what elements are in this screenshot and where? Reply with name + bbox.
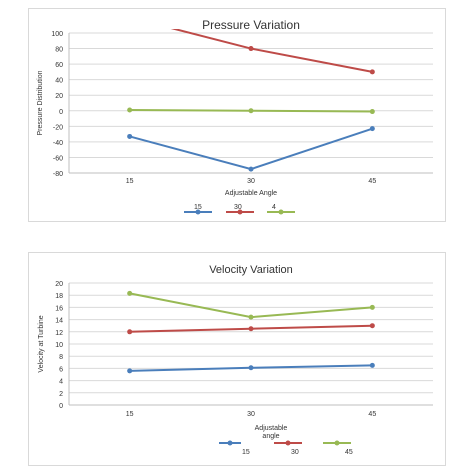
data-point: [369, 109, 375, 115]
y-tick-label: 80: [55, 47, 63, 54]
y-tick-label: -80: [53, 171, 63, 178]
y-axis-label: Pressure Distribution: [37, 70, 44, 135]
x-tick-label: 15: [126, 411, 134, 418]
series-group: [127, 15, 375, 172]
x-tick-label: 30: [247, 178, 255, 185]
y-tick-label: 40: [55, 78, 63, 85]
y-tick-label: 0: [59, 403, 63, 410]
series-line: [129, 127, 373, 171]
x-axis-label: Adjustable Angle: [225, 190, 277, 197]
data-point: [248, 108, 254, 114]
y-tick-label: 20: [55, 281, 63, 288]
legend-swatch-marker: [227, 440, 233, 446]
data-point: [369, 304, 375, 310]
legend-label: 15: [194, 204, 202, 211]
y-tick-label: 0: [59, 109, 63, 116]
chart-title: Velocity Variation: [209, 264, 293, 276]
legend-swatch-marker: [278, 209, 284, 215]
data-point: [369, 69, 375, 75]
y-tick-label: 12: [55, 330, 63, 337]
data-point: [369, 323, 375, 329]
x-tick-label: 45: [368, 178, 376, 185]
series-line: [129, 292, 373, 319]
x-tick-label: 30: [247, 411, 255, 418]
legend-label: 30: [234, 204, 242, 211]
legend-label: 30: [291, 449, 299, 456]
pressure-chart-frame: Pressure Variation 100 80 60 40 20 0 -20 -40 -60 -…: [28, 8, 446, 222]
legend-label: 4: [272, 204, 276, 211]
data-point: [127, 290, 133, 296]
legend-swatch-marker: [195, 209, 201, 215]
y-tick-label: 60: [55, 62, 63, 69]
data-point: [127, 368, 133, 374]
data-point: [369, 362, 375, 368]
legend-swatch-marker: [237, 209, 243, 215]
y-tick-label: 16: [55, 305, 63, 312]
y-axis-label: Velocity at Turbine: [38, 315, 45, 372]
velocity-chart-frame: Velocity Variation 20 18 16 14 12 10 8 6 4 2 0 15 30 4…: [28, 252, 446, 466]
y-tick-label: 20: [55, 93, 63, 100]
legend-swatch-marker: [334, 440, 340, 446]
x-axis-label-line-2: angle: [262, 433, 279, 440]
x-tick-label: 45: [368, 411, 376, 418]
y-tick-label: 2: [59, 391, 63, 398]
data-point: [127, 107, 133, 113]
y-tick-label: -40: [53, 140, 63, 147]
y-tick-label: 10: [55, 342, 63, 349]
y-tick-label: -20: [53, 124, 63, 131]
data-point: [127, 329, 133, 335]
data-point: [248, 166, 254, 172]
y-tick-label: 100: [51, 31, 63, 38]
data-point: [369, 126, 375, 132]
x-axis-label: Adjustable: [255, 425, 288, 432]
x-tick-label: 15: [126, 178, 134, 185]
y-tick-label: -60: [53, 155, 63, 162]
y-tick-label: 14: [55, 318, 63, 325]
y-tick-label: 18: [55, 293, 63, 300]
y-tick-label: 8: [59, 354, 63, 361]
data-point: [248, 314, 254, 320]
data-point: [248, 326, 254, 332]
data-point: [248, 365, 254, 371]
data-point: [127, 15, 132, 20]
y-tick-label: 4: [59, 379, 63, 386]
legend-label: 15: [242, 449, 250, 456]
legend-swatch-marker: [285, 440, 291, 446]
chart-title: Pressure Variation: [202, 18, 300, 32]
series-group: [127, 290, 375, 374]
data-point: [127, 133, 133, 139]
data-point: [248, 46, 254, 52]
pressure-chart: Pressure Variation 100 80 60 40 20 0 -20 -40 -60 -…: [37, 15, 433, 215]
legend-label: 45: [345, 449, 353, 456]
y-tick-label: 6: [59, 366, 63, 373]
